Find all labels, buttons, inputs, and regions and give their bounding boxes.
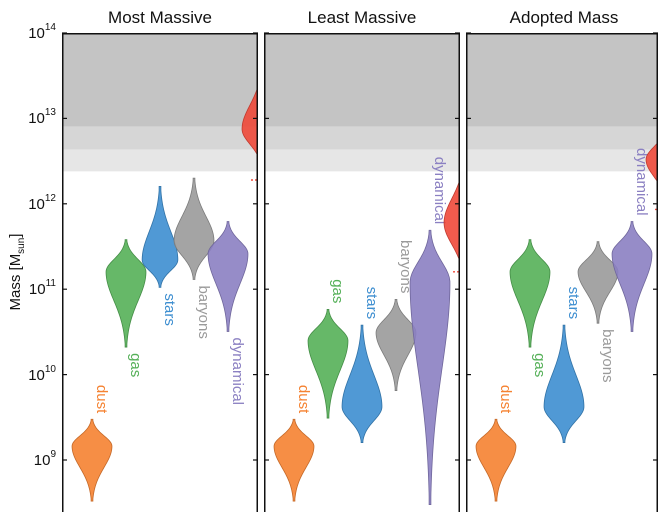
shaded-band-2 [62,149,258,172]
violin-baryons [577,241,619,324]
violin-stars [141,185,179,288]
y-tick-label-1e11: 1011 [29,278,57,298]
shaded-band-0 [466,33,658,127]
violin-label-baryons: baryons [397,240,414,293]
panel-title-adopted-mass: Adopted Mass [510,8,619,27]
panel-frames [62,32,658,512]
violin-label-dynamical: dynamical [633,148,650,216]
violin-label-stars: stars [363,287,380,320]
violin-halo [241,84,258,158]
y-tick-label-1e14: 1014 [28,22,56,42]
panel-frame-1 [264,33,460,512]
violin-dust [273,418,315,502]
shaded-band-0 [264,33,460,127]
violin-stars [543,324,585,443]
violin-dynamical [611,221,653,332]
violin-label-dust: dust [93,385,110,414]
y-tick-label-1e12: 1012 [28,193,56,213]
violin-baryons [173,177,215,280]
violin-label-dynamical: dynamical [229,337,246,405]
violin-gas [105,239,147,348]
violin-dynamical [207,221,249,332]
violin-label-stars: stars [565,287,582,320]
violin-dynamical [409,229,451,506]
panel-title-least-massive: Least Massive [308,8,417,27]
y-tick-label-1e10: 1010 [28,364,56,384]
violin-gas [509,239,551,348]
y-tick-label-1e9: 109 [34,449,57,469]
violin-gas [307,309,349,419]
shaded-band-1 [466,126,658,150]
y-tick-labels: 109 1010 1011 1012 1013 1014 [28,22,56,469]
violin-label-gas: gas [329,279,346,303]
y-axis-label-main: Mass [M [7,254,24,311]
violin-label-baryons: baryons [195,285,212,338]
panel-frame-2 [466,33,658,512]
violin-baryons [375,298,417,391]
shaded-band-1 [264,126,460,150]
y-axis-label-sub: sun [16,238,27,254]
panel-title-most-massive: Most Massive [108,8,212,27]
violin-label-dust: dust [497,385,514,414]
panel-least-massive: dust gas stars baryons dynamical halo [264,33,460,506]
violin-dust [71,418,113,502]
violin-label-halo: halo [263,174,280,202]
violin-label-dust: dust [295,385,312,414]
violin-label-stars: stars [161,293,178,326]
violin-halo [645,141,658,184]
y-axis-label-end: ] [7,234,24,238]
violin-halo [443,177,460,264]
violin-label-baryons: baryons [599,329,616,382]
violin-label-gas: gas [127,353,144,377]
shaded-band-2 [466,149,658,172]
violin-stars [341,324,383,443]
violin-dust [475,418,517,502]
shaded-band-2 [264,149,460,172]
y-tick-label-1e13: 1013 [28,107,56,127]
shaded-band-0 [62,33,258,127]
violin-label-gas: gas [531,353,548,377]
y-axis-label: Mass [Msun] [7,234,27,311]
panel-frame-0 [62,33,258,512]
violin-label-dynamical: dynamical [431,157,448,225]
shaded-band-1 [62,126,258,150]
